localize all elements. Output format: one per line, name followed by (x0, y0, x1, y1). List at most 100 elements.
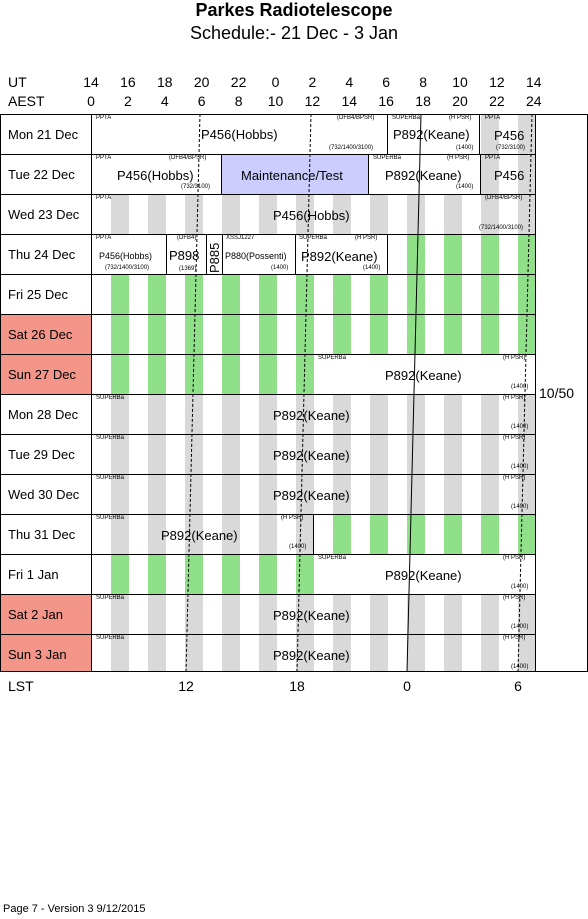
program-tag: PPTA (96, 115, 112, 121)
free-band (222, 355, 240, 395)
block-label: P892(Keane) (273, 608, 350, 623)
free-band (370, 275, 388, 315)
program-tag: SUPERBa (96, 475, 125, 481)
free-band (444, 515, 462, 555)
receiver-tag: (732/1400/3100) (479, 225, 524, 231)
receiver-tag: (1369) (179, 266, 197, 272)
receiver-tag: (732/1400/3100) (329, 145, 374, 151)
day-label: Sun 27 Dec (1, 355, 92, 395)
aest-tick: 22 (489, 93, 505, 109)
program-tag: XSSJ1227 (226, 235, 255, 241)
free-band (222, 275, 240, 315)
day-label: Fri 25 Dec (1, 275, 92, 315)
aest-tick: 12 (304, 93, 321, 109)
schedule-block (369, 155, 481, 195)
program-tag: SUPERBa (96, 515, 125, 521)
block-label: P456(Hobbs) (117, 168, 194, 183)
receiver-tag: (H PSR) (281, 515, 304, 521)
free-band (111, 275, 129, 315)
schedule-block (314, 555, 535, 595)
block-label: P892(Keane) (385, 168, 462, 183)
row-divider (1, 234, 535, 235)
receiver-tag: (H PSR) (503, 355, 526, 361)
receiver-tag: (1400) (511, 624, 529, 630)
receiver-tag: (H PSR) (503, 635, 526, 641)
block-label: P892(Keane) (385, 568, 462, 583)
day-label: Wed 23 Dec (1, 195, 92, 235)
ut-tick: 22 (230, 74, 247, 90)
lst-tick: 6 (514, 678, 522, 694)
footer: Page 7 - Version 3 9/12/2015 (3, 903, 146, 915)
receiver-tag: (1400) (456, 184, 474, 190)
schedule-block (92, 515, 314, 555)
block-label: P456 (494, 128, 525, 143)
receiver-tag: (H PSR) (449, 115, 472, 121)
program-tag: PPTA (96, 235, 112, 241)
ut-tick: 6 (382, 74, 391, 90)
program-tag: SUPERBa (392, 115, 421, 121)
row-divider (1, 194, 535, 195)
program-tag: PPTA (485, 115, 501, 121)
free-band (407, 275, 425, 315)
receiver-tag: (H PSR) (503, 475, 526, 481)
free-band (407, 315, 425, 355)
day-label: Sun 3 Jan (1, 635, 92, 671)
aest-tick: 0 (87, 93, 95, 109)
receiver-tag: (1400) (511, 504, 529, 510)
free-band (370, 515, 388, 555)
schedule-block (314, 355, 535, 395)
receiver-tag: (1400) (511, 664, 529, 670)
program-tag: SUPERBa (299, 235, 328, 241)
row-divider (1, 354, 535, 355)
free-band (296, 355, 314, 395)
side-label: 10/50 (539, 385, 575, 401)
block-label: P456 (494, 168, 525, 183)
free-band (185, 275, 203, 315)
program-tag: PPTA (96, 155, 112, 161)
receiver-tag: (732/1400/3100) (105, 265, 150, 271)
free-band (481, 515, 499, 555)
block-label: P898 (169, 248, 200, 263)
lst-label: LST (8, 678, 34, 694)
day-label: Thu 31 Dec (1, 515, 92, 555)
block-label: P456(Hobbs) (201, 127, 278, 142)
free-band (185, 555, 203, 595)
block-label: P456(Hobbs) (273, 208, 350, 223)
free-band (259, 315, 277, 355)
program-tag: PPTA (96, 195, 112, 201)
aest-tick: 24 (526, 93, 542, 109)
schedule-grid: PPTA P456(Hobbs) (DFB4/BPSR) (732/1400/3100… (0, 114, 536, 672)
free-band (444, 315, 462, 355)
receiver-tag: (H PSR) (355, 235, 378, 241)
receiver-tag: (DFB4) (177, 235, 197, 241)
free-band (333, 315, 351, 355)
receiver-tag: (1400) (363, 265, 381, 271)
block-label: P880(Possenti) (225, 251, 287, 261)
receiver-tag: (H PSR) (503, 395, 526, 401)
row-divider (1, 314, 535, 315)
aest-label: AEST (8, 93, 45, 109)
free-band (296, 275, 314, 315)
free-band (481, 235, 499, 275)
ut-tick: 4 (345, 74, 354, 90)
program-tag: SUPERBa (96, 635, 125, 641)
receiver-tag: (1400) (511, 464, 529, 470)
receiver-tag: (DFB4/BPSR) (337, 115, 375, 121)
program-tag: SUPERBa (96, 435, 125, 441)
block-label: Maintenance/Test (241, 168, 343, 183)
receiver-tag: (DFB4/BPSR) (169, 155, 207, 161)
free-band (185, 315, 203, 355)
ut-tick: 12 (489, 74, 505, 90)
ut-tick: 20 (193, 74, 210, 90)
free-band (111, 555, 129, 595)
receiver-tag: (1400) (511, 384, 529, 390)
schedule-block (207, 235, 223, 275)
program-tag: SUPERBa (96, 595, 125, 601)
aest-tick: 6 (197, 93, 206, 109)
free-band (111, 315, 129, 355)
ut-label: UT (8, 74, 27, 90)
free-band (518, 275, 535, 315)
free-band (407, 515, 425, 555)
ut-tick: 8 (419, 74, 427, 90)
row-divider (1, 474, 535, 475)
